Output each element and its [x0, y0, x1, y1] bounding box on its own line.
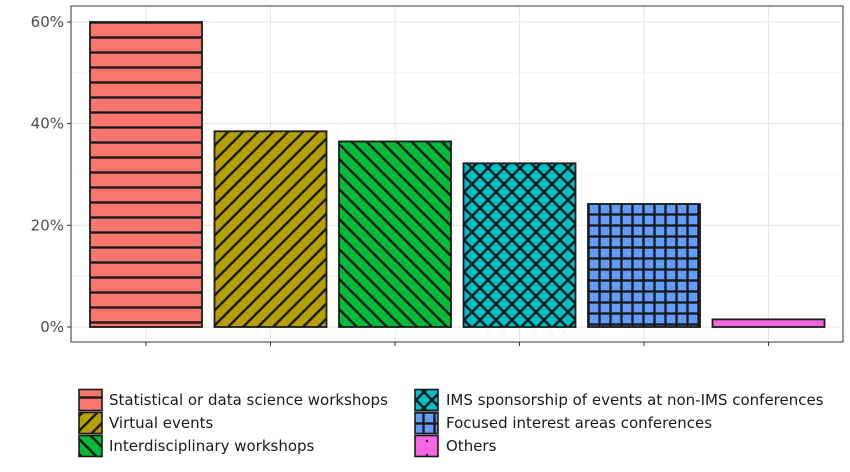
bar-3 [338, 140, 452, 328]
legend-label: Interdisciplinary workshops [109, 437, 315, 455]
legend: Statistical or data science workshops Vir… [78, 388, 824, 458]
legend-label: IMS sponsorship of events at non-IMS con… [446, 391, 824, 409]
y-tick-label: 60% [31, 13, 64, 31]
legend-label: Virtual events [109, 414, 214, 432]
legend-key [78, 411, 103, 435]
y-tick-label: 0% [40, 318, 64, 336]
legend-key [78, 434, 103, 458]
legend-label: Focused interest areas conferences [446, 414, 712, 432]
legend-label: Others [446, 437, 497, 455]
legend-item-6: Others [414, 434, 497, 458]
legend-item-4: IMS sponsorship of events at non-IMS con… [414, 388, 824, 412]
legend-key [414, 434, 439, 458]
bar-6 [711, 318, 826, 328]
legend-item-3: Interdisciplinary workshops [78, 434, 315, 458]
plot-panel-border [70, 5, 844, 343]
legend-item-5: Focused interest areas conferences [414, 411, 712, 435]
axes: 0% 20% 40% 60% [31, 13, 769, 346]
y-tick-label: 20% [31, 216, 64, 234]
y-tick-label: 40% [31, 115, 64, 133]
legend-label: Statistical or data science workshops [109, 391, 388, 409]
bars [89, 21, 826, 328]
legend-item-1: Statistical or data science workshops [78, 388, 388, 412]
legend-item-2: Virtual events [78, 411, 214, 435]
bar-1 [89, 21, 203, 328]
legend-key [414, 411, 439, 435]
bar-2 [213, 130, 328, 328]
legend-key [414, 388, 439, 412]
legend-key [78, 388, 103, 412]
bar-4 [462, 162, 577, 328]
bar-5 [587, 203, 701, 328]
